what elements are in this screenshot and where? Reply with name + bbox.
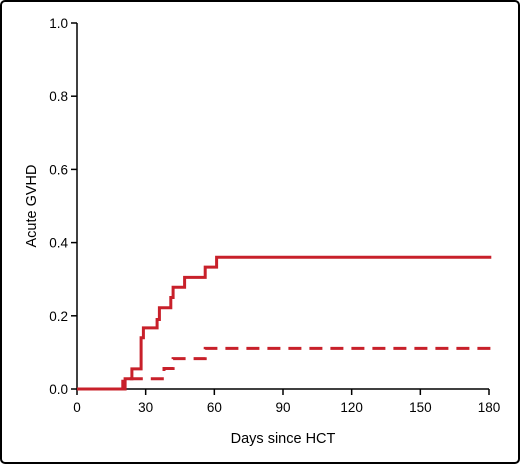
x-tick-label: 150 <box>409 400 432 415</box>
y-tick-label: 0.6 <box>49 162 68 177</box>
labels: Days since HCT Acute GVHD <box>24 165 336 448</box>
x-tick-label: 120 <box>340 400 363 415</box>
x-tick-label: 90 <box>275 400 290 415</box>
x-tick-label: 0 <box>73 400 81 415</box>
y-axis-title: Acute GVHD <box>24 165 40 248</box>
y-tick-label: 1.0 <box>49 16 68 31</box>
x-tick-label: 60 <box>207 400 222 415</box>
series-solid-line <box>77 255 492 391</box>
x-axis-title: Days since HCT <box>231 431 336 447</box>
series-dashed-line <box>77 346 492 391</box>
series-layer <box>77 255 492 391</box>
x-tick-label: 180 <box>478 400 501 415</box>
y-tick-label: 0.2 <box>49 309 68 324</box>
y-tick-label: 0.8 <box>49 89 68 104</box>
axes: 0.0 0.2 0.4 0.6 0.8 1.0 0 30 60 90 120 150 180 <box>49 16 500 415</box>
x-tick-label: 30 <box>138 400 153 415</box>
y-tick-label: 0.0 <box>49 382 68 397</box>
y-tick-label: 0.4 <box>49 236 68 251</box>
